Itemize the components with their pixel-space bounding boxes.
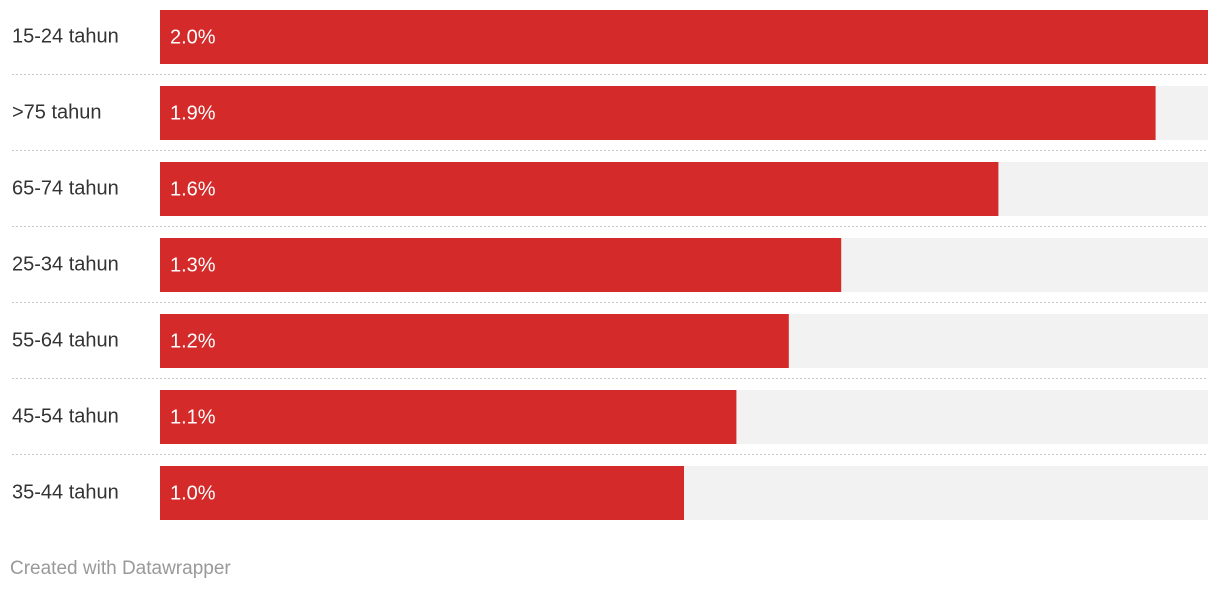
value-label: 1.2% <box>170 330 216 352</box>
value-label: 1.1% <box>170 406 216 428</box>
value-label: 2.0% <box>170 26 216 48</box>
value-label: 1.9% <box>170 102 216 124</box>
bar <box>160 238 842 292</box>
category-label: 55-64 tahun <box>12 329 119 351</box>
category-label: 15-24 tahun <box>12 25 119 47</box>
category-label: 45-54 tahun <box>12 405 119 427</box>
value-label: 1.6% <box>170 178 216 200</box>
bar <box>160 390 737 444</box>
category-label: 65-74 tahun <box>12 177 119 199</box>
value-label: 1.0% <box>170 482 216 504</box>
category-label: 35-44 tahun <box>12 481 119 503</box>
bar <box>160 162 999 216</box>
category-label: >75 tahun <box>12 101 102 123</box>
credit: Created with Datawrapper <box>10 558 231 579</box>
bar <box>160 314 789 368</box>
category-label: 25-34 tahun <box>12 253 119 275</box>
value-label: 1.3% <box>170 254 216 276</box>
bar <box>160 10 1208 64</box>
bar <box>160 86 1156 140</box>
bar <box>160 466 684 520</box>
